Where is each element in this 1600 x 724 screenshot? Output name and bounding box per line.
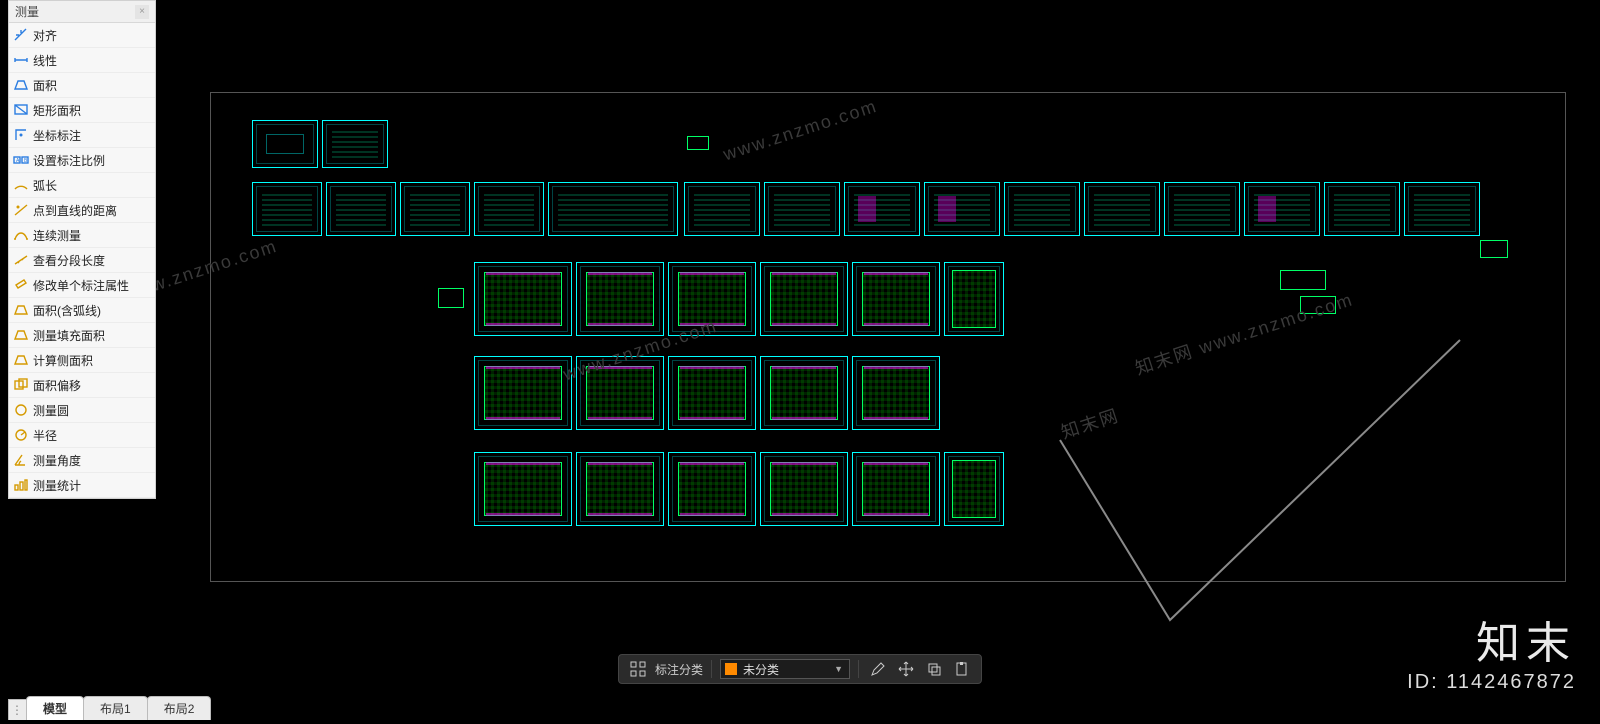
brand-name: 知末 xyxy=(1407,607,1576,671)
brand-watermark: 知末 ID: 1142467872 xyxy=(1407,607,1576,694)
tool-item-edit-dim-prop[interactable]: 修改单个标注属性 xyxy=(9,273,155,298)
tool-item-label: 测量角度 xyxy=(33,452,81,469)
tool-item-label: 对齐 xyxy=(33,27,57,44)
model-canvas[interactable]: www.znzmo.comwww.znzmo.comwww.znzmo.com知… xyxy=(0,0,1600,724)
panel-title: 测量 xyxy=(15,1,39,23)
radius-icon xyxy=(13,427,29,443)
close-icon[interactable]: × xyxy=(135,5,149,19)
tool-item-label: 点到直线的距离 xyxy=(33,202,117,219)
arc-length-icon xyxy=(13,177,29,193)
panel-header[interactable]: 测量 × xyxy=(9,1,155,23)
tool-item-area[interactable]: 面积 xyxy=(9,73,155,98)
tool-item-label: 查看分段长度 xyxy=(33,252,105,269)
tool-item-arc-length[interactable]: 弧长 xyxy=(9,173,155,198)
tool-item-label: 修改单个标注属性 xyxy=(33,277,129,294)
tool-item-coord-dim[interactable]: 坐标标注 xyxy=(9,123,155,148)
layout-tab[interactable]: 布局1 xyxy=(83,696,148,720)
rect-area-icon xyxy=(13,102,29,118)
checkmark-overlay xyxy=(0,0,1600,724)
layout-tab[interactable]: 布局2 xyxy=(147,696,212,720)
measure-tool-panel: 测量 × 对齐线性面积矩形面积坐标标注AB设置标注比例弧长点到直线的距离连续测量… xyxy=(8,0,156,499)
tool-item-label: 测量圆 xyxy=(33,402,69,419)
edit-dim-prop-icon xyxy=(13,277,29,293)
tool-item-radius[interactable]: 半径 xyxy=(9,423,155,448)
edit-icon[interactable] xyxy=(867,658,889,680)
continuous-measure-icon xyxy=(13,227,29,243)
annotation-swatch-icon xyxy=(725,663,737,675)
chevron-down-icon: ▼ xyxy=(834,664,843,674)
tool-item-linear[interactable]: 线性 xyxy=(9,48,155,73)
tool-item-label: 面积 xyxy=(33,77,57,94)
area-offset-icon xyxy=(13,377,29,393)
layout-tab[interactable]: 模型 xyxy=(26,696,84,720)
point-line-dist-icon xyxy=(13,202,29,218)
area-arc-icon xyxy=(13,302,29,318)
tool-item-label: 测量填充面积 xyxy=(33,327,105,344)
tool-item-segment-length[interactable]: 查看分段长度 xyxy=(9,248,155,273)
area-icon xyxy=(13,77,29,93)
segment-length-icon xyxy=(13,252,29,268)
tool-item-label: 设置标注比例 xyxy=(33,152,105,169)
copy-icon[interactable] xyxy=(923,658,945,680)
tool-item-label: 连续测量 xyxy=(33,227,81,244)
tool-item-label: 矩形面积 xyxy=(33,102,81,119)
tabs-grip-icon[interactable]: ⋮⋮ xyxy=(8,699,26,720)
layout-tabs: ⋮⋮ 模型布局1布局2 xyxy=(8,696,210,720)
tool-item-label: 坐标标注 xyxy=(33,127,81,144)
coord-dim-icon xyxy=(13,127,29,143)
side-area-icon xyxy=(13,352,29,368)
measure-circle-icon xyxy=(13,402,29,418)
align-icon xyxy=(13,27,29,43)
tool-item-area-offset[interactable]: 面积偏移 xyxy=(9,373,155,398)
hatch-area-icon xyxy=(13,327,29,343)
tool-item-side-area[interactable]: 计算侧面积 xyxy=(9,348,155,373)
tool-item-dim-scale[interactable]: AB设置标注比例 xyxy=(9,148,155,173)
measure-angle-icon xyxy=(13,452,29,468)
tool-item-rect-area[interactable]: 矩形面积 xyxy=(9,98,155,123)
paste-icon[interactable] xyxy=(951,658,973,680)
annotation-class-dropdown[interactable]: 未分类 ▼ xyxy=(720,659,850,679)
tool-item-label: 弧长 xyxy=(33,177,57,194)
tool-item-label: 计算侧面积 xyxy=(33,352,93,369)
tool-item-area-arc[interactable]: 面积(含弧线) xyxy=(9,298,155,323)
annotation-group-label: 标注分类 xyxy=(655,661,703,678)
linear-icon xyxy=(13,52,29,68)
tool-item-point-line-dist[interactable]: 点到直线的距离 xyxy=(9,198,155,223)
dim-scale-icon: AB xyxy=(13,152,29,168)
tool-item-align[interactable]: 对齐 xyxy=(9,23,155,48)
grid-icon[interactable] xyxy=(627,658,649,680)
brand-id: ID: 1142467872 xyxy=(1407,671,1576,694)
tool-item-measure-stats[interactable]: 测量统计 xyxy=(9,473,155,498)
tool-item-label: 测量统计 xyxy=(33,477,81,494)
measure-stats-icon xyxy=(13,477,29,493)
tool-item-label: 线性 xyxy=(33,52,57,69)
tool-item-label: 面积(含弧线) xyxy=(33,302,101,319)
move-icon[interactable] xyxy=(895,658,917,680)
annotation-toolbar: 标注分类 未分类 ▼ xyxy=(618,654,982,684)
tool-item-continuous-measure[interactable]: 连续测量 xyxy=(9,223,155,248)
tool-item-measure-circle[interactable]: 测量圆 xyxy=(9,398,155,423)
tool-item-hatch-area[interactable]: 测量填充面积 xyxy=(9,323,155,348)
tool-item-measure-angle[interactable]: 测量角度 xyxy=(9,448,155,473)
annotation-class-value: 未分类 xyxy=(743,661,779,678)
tool-item-label: 面积偏移 xyxy=(33,377,81,394)
tool-item-label: 半径 xyxy=(33,427,57,444)
